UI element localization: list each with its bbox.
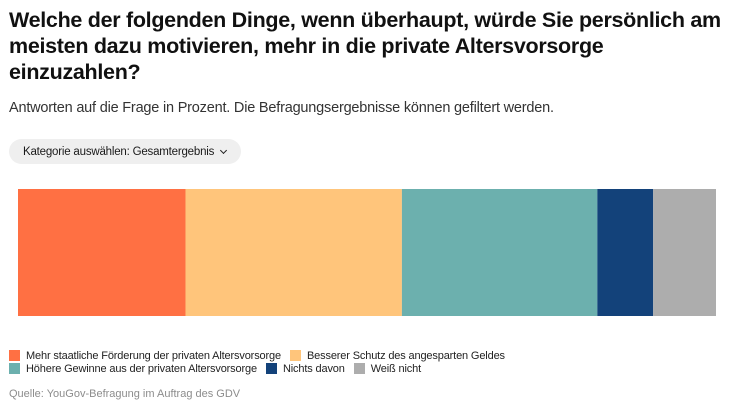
legend-label: Weiß nicht — [370, 362, 422, 375]
legend-label: Mehr staatliche Förderung der privaten A… — [26, 349, 281, 362]
title-line: einzuzahlen? — [9, 60, 141, 84]
title-line: Welche der folgenden Dinge, wenn überhau… — [9, 8, 721, 32]
legend-swatch — [353, 363, 365, 374]
bar-segment-5[interactable]: Weiß nicht: 9% — [653, 189, 716, 316]
chart-title: Welche der folgenden Dinge, wenn überhau… — [9, 7, 729, 85]
legend-row: Mehr staatliche Förderung der privaten A… — [9, 349, 729, 362]
bar-segment-4[interactable]: Nichts davon: 8% — [597, 189, 654, 316]
legend-swatch — [265, 363, 277, 374]
bar-segment-3[interactable]: Höhere Gewinne aus der privaten Altersvo… — [401, 189, 598, 316]
legend-label: Besserer Schutz des angesparten Geldes — [306, 349, 505, 362]
legend-swatch — [9, 350, 20, 361]
chart-subtitle: Antworten auf die Frage in Prozent. Die … — [9, 100, 554, 116]
legend-label: Nichts davon — [282, 362, 345, 375]
chart-legend: Mehr staatliche Förderung der privaten A… — [9, 349, 729, 375]
category-filter-dropdown[interactable]: Kategorie auswählen: Gesamtergebnis — [9, 139, 241, 164]
legend-label: Höhere Gewinne aus der privaten Altersvo… — [26, 362, 257, 375]
source-note: Quelle: YouGov-Befragung im Auftrag des … — [9, 388, 241, 400]
bar-segment-1[interactable]: Mehr staatliche Förderung der privaten A… — [18, 189, 186, 316]
stacked-bar-svg: Mehr staatliche Förderung der privaten A… — [18, 189, 716, 316]
legend-swatch — [289, 350, 301, 361]
legend-item[interactable]: Besserer Schutz des angesparten Geldes — [289, 349, 505, 362]
legend-item[interactable]: Weiß nicht — [353, 362, 422, 375]
title-line: meisten dazu motivieren, mehr in die pri… — [9, 34, 604, 58]
chevron-down-icon — [220, 146, 228, 154]
legend-swatch — [9, 363, 20, 374]
category-filter-label: Kategorie auswählen: Gesamtergebnis — [23, 145, 215, 158]
legend-item[interactable]: Höhere Gewinne aus der privaten Altersvo… — [9, 363, 257, 375]
legend-item[interactable]: Mehr staatliche Förderung der privaten A… — [9, 350, 281, 362]
stacked-bar-chart: Mehr staatliche Förderung der privaten A… — [18, 189, 716, 316]
bar-segment-2[interactable]: Besserer Schutz des angesparten Geldes: … — [185, 189, 402, 316]
legend-row: Höhere Gewinne aus der privaten Altersvo… — [9, 362, 729, 375]
legend-item[interactable]: Nichts davon — [265, 362, 345, 375]
